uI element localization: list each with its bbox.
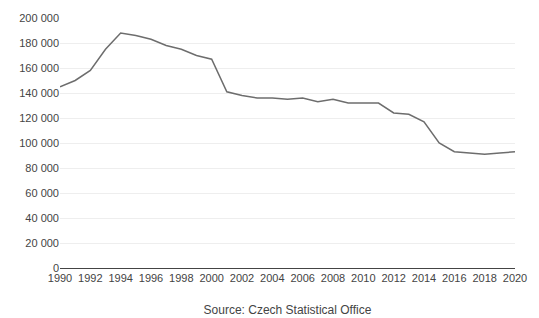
- svg-text:2004: 2004: [260, 272, 284, 284]
- svg-text:0: 0: [53, 262, 59, 274]
- svg-text:120 000: 120 000: [19, 112, 59, 124]
- svg-text:100 000: 100 000: [19, 137, 59, 149]
- svg-text:2010: 2010: [351, 272, 375, 284]
- svg-text:1998: 1998: [169, 272, 193, 284]
- svg-text:2020: 2020: [503, 272, 527, 284]
- svg-text:2000: 2000: [199, 272, 223, 284]
- svg-text:20 000: 20 000: [25, 237, 59, 249]
- svg-text:140 000: 140 000: [19, 87, 59, 99]
- svg-text:2002: 2002: [230, 272, 254, 284]
- svg-text:2016: 2016: [442, 272, 466, 284]
- svg-text:1994: 1994: [108, 272, 132, 284]
- svg-text:80 000: 80 000: [25, 162, 59, 174]
- svg-text:200 000: 200 000: [19, 12, 59, 24]
- svg-text:1992: 1992: [78, 272, 102, 284]
- svg-text:160 000: 160 000: [19, 62, 59, 74]
- svg-text:2006: 2006: [290, 272, 314, 284]
- svg-text:2014: 2014: [412, 272, 436, 284]
- svg-text:2008: 2008: [321, 272, 345, 284]
- svg-text:180 000: 180 000: [19, 37, 59, 49]
- svg-text:Source: Czech Statistical Offi: Source: Czech Statistical Office: [204, 303, 372, 317]
- svg-text:60 000: 60 000: [25, 187, 59, 199]
- svg-text:2012: 2012: [381, 272, 405, 284]
- svg-text:1996: 1996: [139, 272, 163, 284]
- svg-text:1990: 1990: [48, 272, 72, 284]
- svg-text:40 000: 40 000: [25, 212, 59, 224]
- svg-text:2018: 2018: [472, 272, 496, 284]
